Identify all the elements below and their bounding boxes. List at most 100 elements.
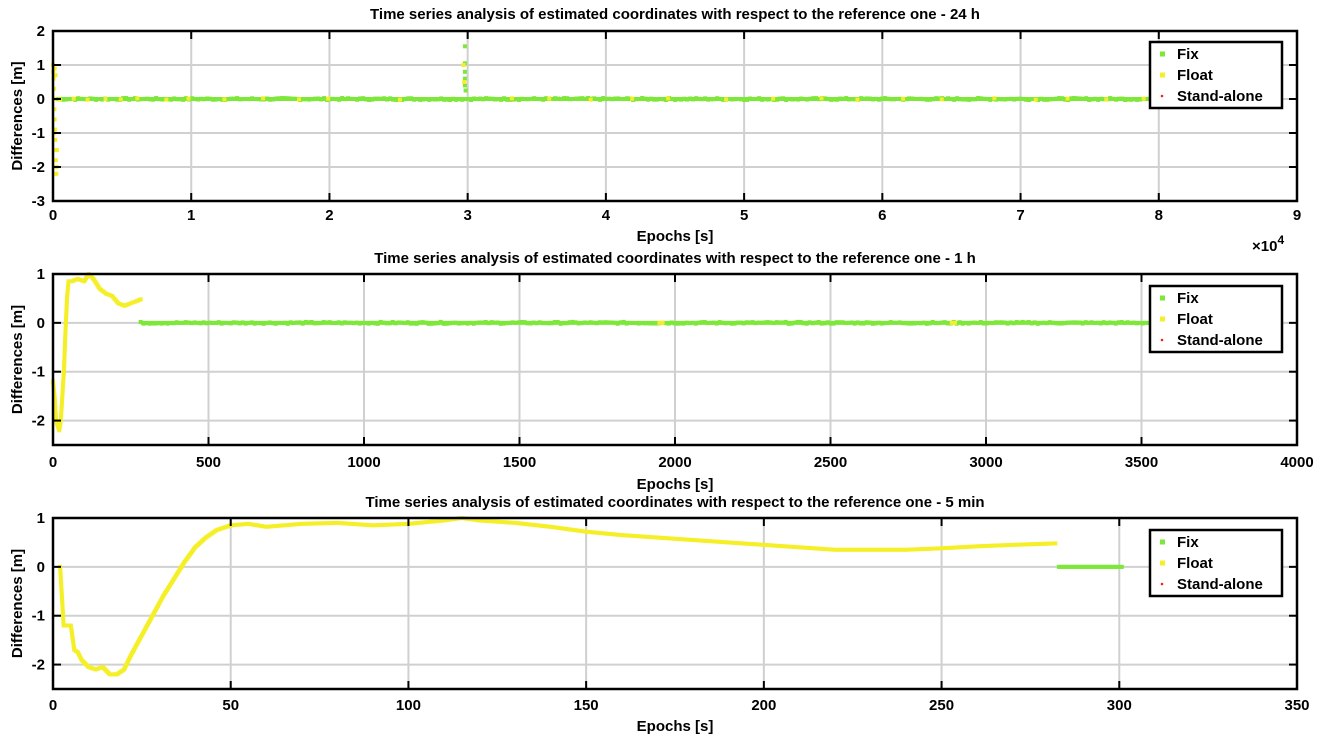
data-point (757, 542, 762, 547)
data-point (62, 357, 67, 362)
data-point (1003, 543, 1008, 548)
legend-marker (1160, 560, 1165, 566)
data-point (661, 97, 666, 102)
data-point (797, 545, 802, 550)
data-point (278, 523, 283, 528)
x-tick-label: 7 (1016, 207, 1024, 224)
data-point (103, 291, 108, 296)
data-point (1092, 321, 1097, 326)
data-point (638, 534, 643, 539)
data-point (61, 377, 66, 382)
data-point (846, 320, 851, 325)
data-point (1002, 320, 1007, 325)
data-point (716, 539, 721, 544)
data-point (121, 96, 126, 101)
data-point (745, 97, 750, 102)
data-point (943, 97, 948, 102)
data-point (79, 96, 84, 101)
data-point (858, 321, 863, 326)
data-point (550, 97, 555, 102)
data-point (823, 547, 828, 552)
data-point (489, 519, 494, 524)
data-point (864, 320, 869, 325)
data-point (816, 320, 821, 325)
data-point (730, 97, 735, 102)
data-point (352, 97, 357, 102)
data-point (566, 527, 571, 532)
data-point (641, 534, 646, 539)
data-point (75, 276, 80, 281)
data-point (349, 96, 354, 101)
data-point (562, 96, 567, 101)
data-point (282, 320, 287, 325)
data-point (992, 96, 997, 101)
data-point (766, 97, 771, 102)
data-point (592, 96, 597, 101)
data-point (897, 320, 902, 325)
data-point (961, 97, 966, 102)
data-point (597, 320, 602, 325)
data-point (311, 521, 316, 526)
data-point (421, 97, 426, 102)
data-point (76, 96, 81, 101)
data-point (559, 526, 564, 531)
legend-marker (1160, 72, 1165, 78)
data-point (688, 537, 693, 542)
data-point (52, 117, 57, 122)
data-point (515, 521, 520, 526)
data-point (989, 543, 994, 548)
data-point (526, 97, 531, 102)
data-point (613, 532, 618, 537)
data-point (62, 350, 67, 355)
data-point (255, 523, 260, 528)
data-point (498, 321, 503, 326)
legend-marker (1160, 51, 1165, 57)
data-point (110, 672, 115, 677)
data-point (993, 320, 998, 325)
data-point (650, 535, 655, 540)
data-point (738, 541, 743, 546)
data-point (1011, 321, 1016, 326)
data-point (60, 609, 65, 614)
data-point (273, 524, 278, 529)
data-point (72, 645, 77, 650)
data-point (64, 301, 69, 306)
data-point (811, 96, 816, 101)
data-point (1093, 96, 1098, 101)
data-point (888, 320, 893, 325)
data-point (963, 544, 968, 549)
data-point (844, 96, 849, 101)
legend: Fix Float Stand-alone (1148, 528, 1284, 598)
data-point (975, 544, 980, 549)
data-point (433, 97, 438, 102)
data-point (547, 96, 552, 101)
data-point (1015, 96, 1020, 101)
data-point (570, 319, 575, 324)
data-point (858, 547, 863, 552)
x-tick-label: 50 (222, 697, 239, 714)
data-point (63, 325, 68, 330)
data-point (718, 96, 723, 101)
data-point (1101, 320, 1106, 325)
data-point (66, 281, 71, 286)
data-point (619, 533, 624, 538)
data-point (65, 291, 70, 296)
data-point (385, 97, 390, 102)
x-tick-label: 8 (1155, 207, 1163, 224)
data-point (893, 547, 898, 552)
data-point (177, 320, 182, 325)
data-point (1135, 97, 1140, 102)
data-point (184, 96, 189, 101)
legend-label: Float (1177, 311, 1213, 328)
data-point (622, 533, 627, 538)
data-point (1001, 543, 1006, 548)
data-point (1062, 321, 1067, 326)
data-point (328, 97, 333, 102)
data-point (430, 519, 435, 524)
data-point (151, 97, 156, 102)
data-point (776, 543, 781, 548)
data-point (242, 522, 247, 527)
data-point (865, 547, 870, 552)
data-point (735, 541, 740, 546)
data-point (1054, 96, 1059, 101)
